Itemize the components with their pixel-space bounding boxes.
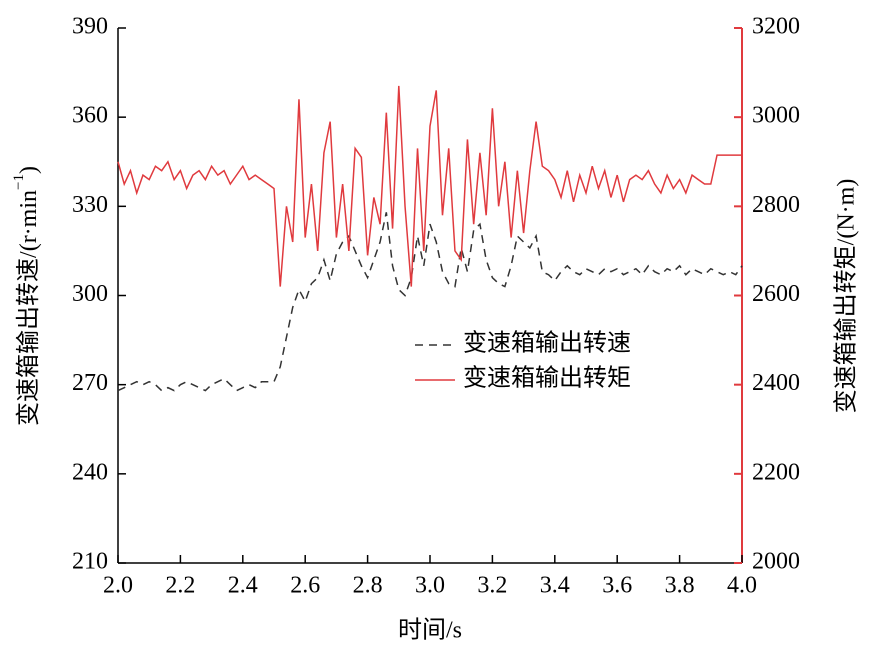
x-tick-label: 3.0 xyxy=(415,573,445,599)
legend-label: 变速箱输出转矩 xyxy=(463,365,631,392)
legend-label: 变速箱输出转速 xyxy=(463,330,631,357)
y2-tick-label: 2600 xyxy=(752,281,800,307)
y2-tick-label: 2400 xyxy=(752,370,800,396)
y-tick-label: 210 xyxy=(72,549,108,575)
y-axis-label-sup: −1 xyxy=(11,174,27,190)
y-axis-label-end: ) xyxy=(16,166,42,174)
x-tick-label: 2.0 xyxy=(103,573,133,599)
y-tick-label: 330 xyxy=(72,192,108,218)
x-tick-label: 3.6 xyxy=(602,573,632,599)
x-tick-label: 2.4 xyxy=(228,573,258,599)
y-tick-label: 270 xyxy=(72,370,108,396)
x-axis-label: 时间/s xyxy=(398,617,462,644)
y2-tick-label: 3000 xyxy=(752,103,800,129)
y2-tick-label: 2000 xyxy=(752,549,800,575)
y2-axis-label: 变速箱输出转矩/(N·m) xyxy=(833,179,860,414)
y-axis-label: 变速箱输出转速/(r·min−1) xyxy=(11,166,41,426)
y2-tick-label: 2200 xyxy=(752,459,800,485)
y-tick-label: 240 xyxy=(72,459,108,485)
x-tick-label: 2.8 xyxy=(353,573,383,599)
series-line xyxy=(117,212,743,392)
series-line xyxy=(117,85,742,287)
y2-tick-label: 3200 xyxy=(752,14,800,40)
x-tick-label: 3.4 xyxy=(540,573,570,599)
x-tick-label: 4.0 xyxy=(727,573,757,599)
y2-tick-label: 2800 xyxy=(752,192,800,218)
x-tick-label: 2.6 xyxy=(290,573,320,599)
y-tick-label: 390 xyxy=(72,14,108,40)
y-tick-label: 300 xyxy=(72,281,108,307)
y-tick-label: 360 xyxy=(72,103,108,129)
x-tick-label: 2.2 xyxy=(165,573,195,599)
x-tick-label: 3.2 xyxy=(477,573,507,599)
y-axis-label-main: 变速箱输出转速/(r·min xyxy=(15,190,42,426)
x-tick-label: 3.8 xyxy=(665,573,695,599)
